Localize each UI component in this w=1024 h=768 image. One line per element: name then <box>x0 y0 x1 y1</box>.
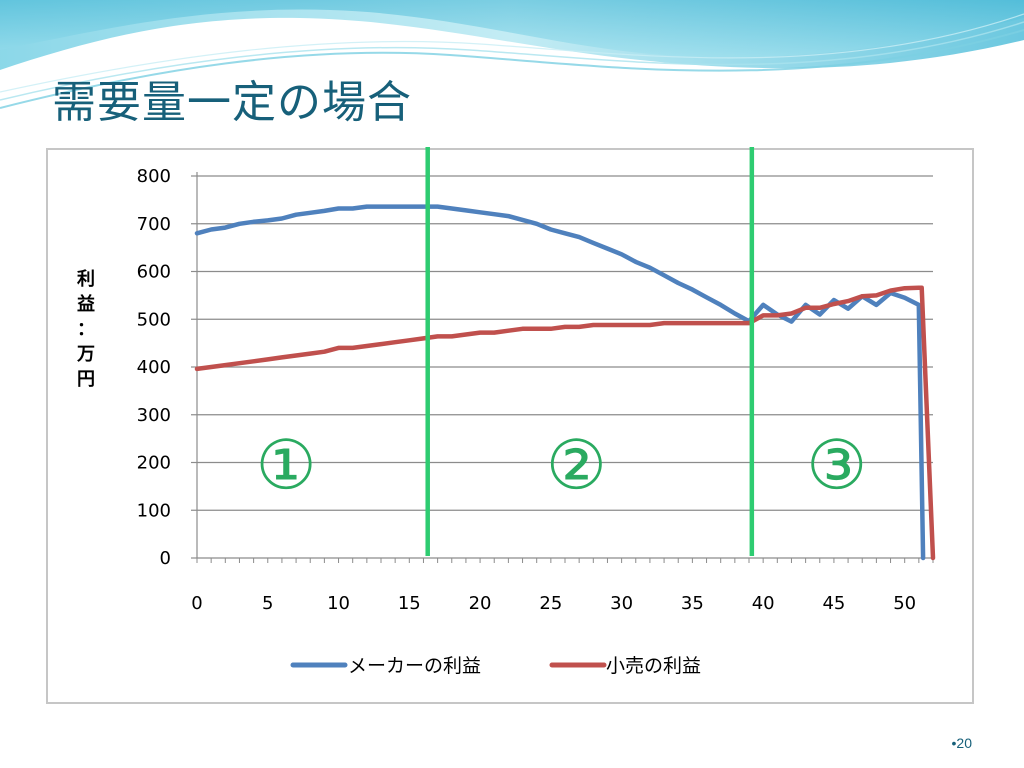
region-dividers <box>425 147 755 556</box>
y-axis-label-char: 益 <box>77 293 95 315</box>
series-line-retail <box>194 285 936 561</box>
x-tick-label-0: 0 <box>191 593 202 614</box>
y-axis-label-char: 利 <box>77 268 95 290</box>
region-label-2: ② <box>546 427 607 506</box>
region-labels: ① ② ③ <box>256 427 868 506</box>
x-tick-label-45: 45 <box>822 593 845 614</box>
y-axis-label-char: ： <box>77 319 95 340</box>
y-tick-label-700: 700 <box>137 214 171 235</box>
legend-label-retail: 小売の利益 <box>606 655 701 677</box>
y-tick-label-0: 0 <box>160 548 171 569</box>
x-tick-label-15: 15 <box>398 593 421 614</box>
decorative-wave-header <box>0 0 1024 109</box>
y-tick-labels: 0 100 200 300 400 500 600 700 800 <box>137 166 171 569</box>
y-axis-label: 利益 ： 万円 <box>76 268 95 390</box>
legend: メーカーの利益 小売の利益 <box>290 655 701 677</box>
x-tick-labels: 0 5 10 15 20 25 30 35 40 45 50 <box>191 593 916 614</box>
y-tick-label-400: 400 <box>137 357 171 378</box>
y-tick-label-600: 600 <box>137 262 171 283</box>
chart-frame <box>46 148 974 704</box>
grid-lines <box>197 175 933 511</box>
x-tick-label-10: 10 <box>327 593 350 614</box>
x-tick-label-25: 25 <box>539 593 562 614</box>
x-tick-label-30: 30 <box>610 593 633 614</box>
series-lines <box>194 204 936 561</box>
axes <box>191 172 934 563</box>
x-tick-label-5: 5 <box>262 593 273 614</box>
y-tick-label-200: 200 <box>137 453 171 474</box>
y-tick-label-800: 800 <box>137 166 171 187</box>
y-tick-label-100: 100 <box>137 500 171 521</box>
legend-label-maker: メーカーの利益 <box>348 655 481 677</box>
x-tick-label-50: 50 <box>893 593 916 614</box>
x-tick-label-40: 40 <box>752 593 775 614</box>
x-tick-label-35: 35 <box>681 593 704 614</box>
y-axis-label-char: 円 <box>77 369 95 390</box>
x-tick-label-20: 20 <box>469 593 492 614</box>
y-axis-label-char: 万 <box>76 344 95 365</box>
y-tick-label-300: 300 <box>137 405 171 426</box>
region-label-3: ③ <box>806 427 867 506</box>
region-label-1: ① <box>256 427 317 506</box>
y-tick-label-500: 500 <box>137 309 171 330</box>
page-number: •20 <box>951 735 972 751</box>
slide-title: 需要量一定の場合 <box>52 77 412 128</box>
